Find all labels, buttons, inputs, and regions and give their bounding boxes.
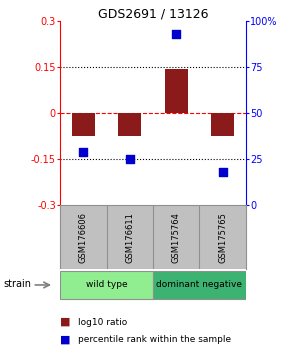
Text: wild type: wild type — [86, 280, 127, 289]
Bar — [60, 271, 153, 299]
Text: log10 ratio: log10 ratio — [78, 318, 127, 327]
Point — [81, 149, 86, 155]
Text: ■: ■ — [60, 335, 70, 345]
Point — [220, 169, 225, 175]
Bar — [72, 113, 95, 136]
Bar — [153, 271, 246, 299]
Bar — [118, 113, 141, 136]
Text: strain: strain — [3, 279, 31, 289]
Point — [128, 156, 132, 162]
Text: ■: ■ — [60, 317, 70, 327]
Text: percentile rank within the sample: percentile rank within the sample — [78, 335, 231, 344]
Text: GSM175764: GSM175764 — [172, 212, 181, 263]
Text: dominant negative: dominant negative — [157, 280, 242, 289]
Text: GSM175765: GSM175765 — [218, 212, 227, 263]
Bar — [211, 113, 234, 136]
Text: GSM176606: GSM176606 — [79, 212, 88, 263]
Text: GSM176611: GSM176611 — [125, 212, 134, 263]
Bar — [165, 69, 188, 113]
Point — [174, 31, 178, 37]
Title: GDS2691 / 13126: GDS2691 / 13126 — [98, 7, 208, 20]
